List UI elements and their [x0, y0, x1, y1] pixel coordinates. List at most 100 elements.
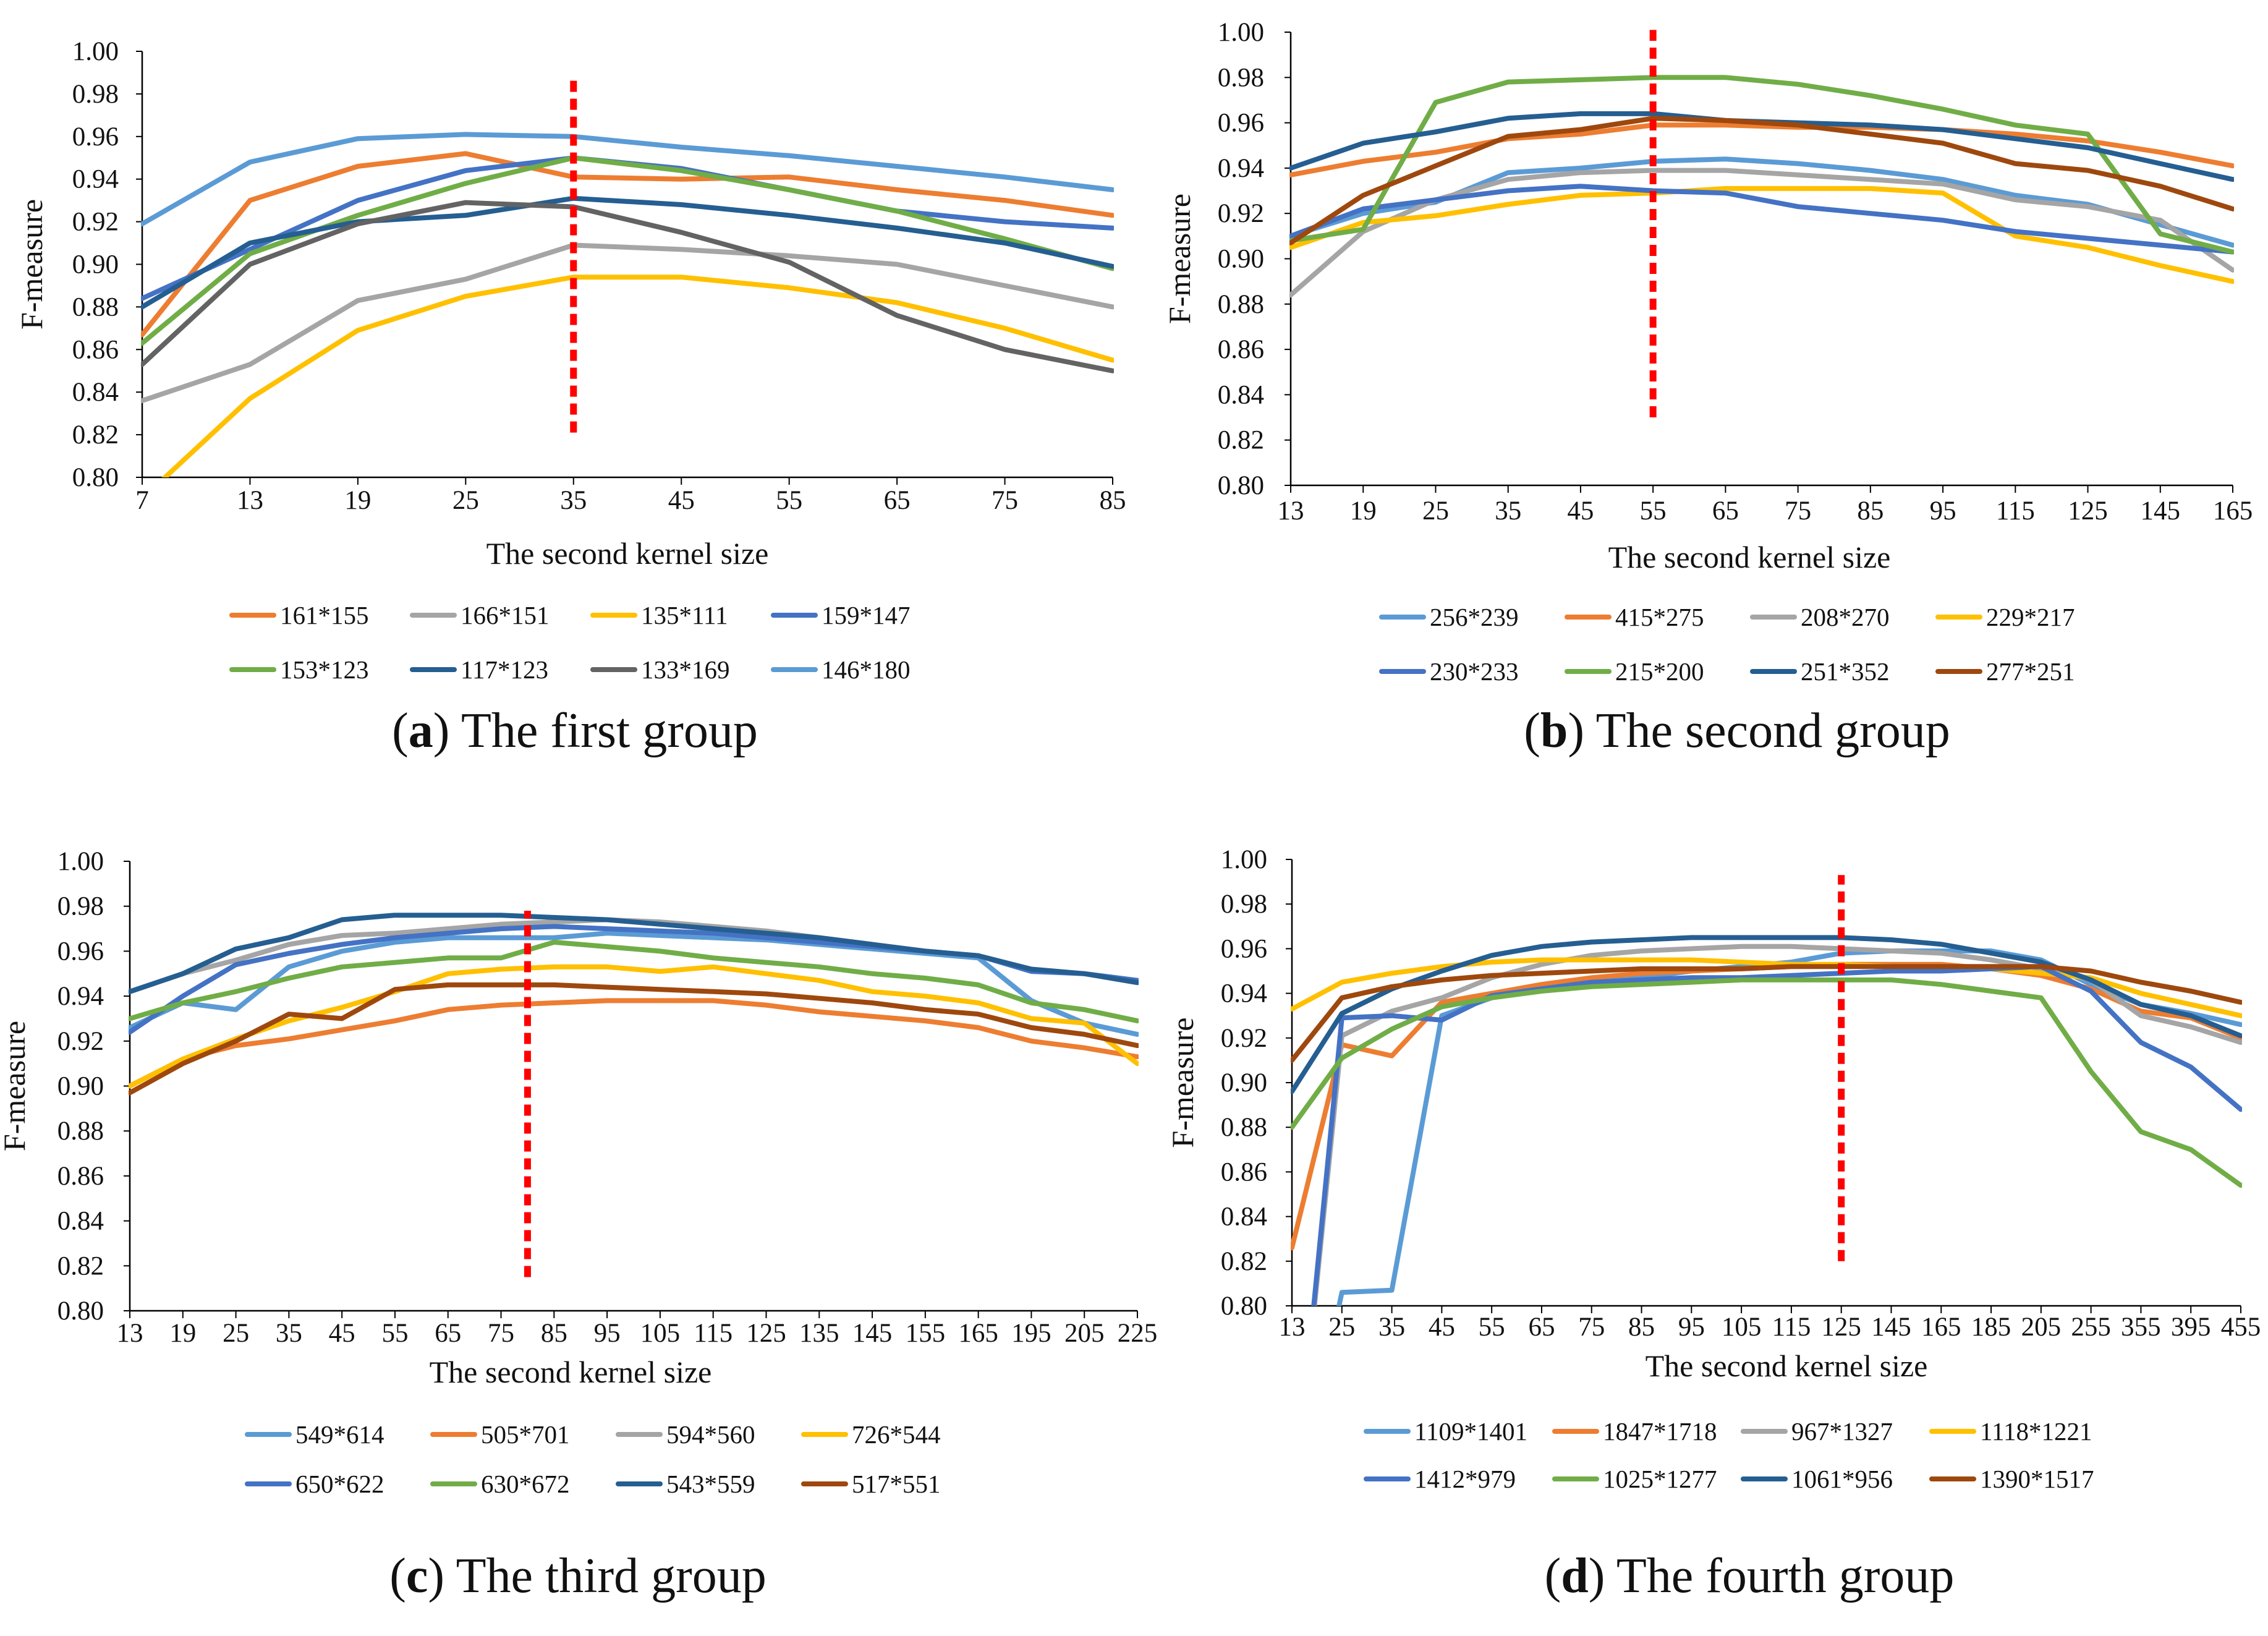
y-tick-label: 0.88: [72, 292, 119, 322]
x-axis-label: The second kernel size: [1608, 540, 1891, 574]
x-tick-label: 25: [1422, 496, 1449, 526]
series-group: [141, 132, 1114, 477]
x-tick-label: 65: [435, 1319, 461, 1348]
legend-entry-label: 517*551: [852, 1470, 941, 1498]
x-tick-label: 135: [799, 1319, 839, 1348]
y-axis-label: F-measure: [14, 199, 49, 330]
legend: 1109*1401 1847*1718 967*1327 1118*1221 1412*…: [1364, 1417, 2094, 1493]
legend-entry-label: 166*151: [461, 601, 550, 629]
x-tick-label: 45: [1429, 1313, 1455, 1342]
series-line-166x151: [141, 242, 1114, 403]
y-tick-label: 0.86: [57, 1162, 104, 1191]
x-tick-label: 455: [2221, 1313, 2261, 1342]
series-line-1847x1718: [1291, 961, 2242, 1251]
legend-entry-label: 256*239: [1430, 603, 1519, 631]
y-tick-label: 0.80: [1221, 1292, 1267, 1321]
y-tick-label: 0.98: [72, 80, 119, 109]
legend: 549*614 505*701 594*560 726*544 650*622 630*6…: [245, 1420, 941, 1498]
legend-entry-label: 277*251: [1986, 657, 2075, 686]
y-tick-label: 0.88: [1218, 290, 1264, 319]
legend-entry-label: 153*123: [280, 655, 369, 684]
x-tick-label: 145: [2141, 496, 2181, 526]
x-tick-label: 85: [1857, 496, 1884, 526]
legend-entry-label: 650*622: [295, 1470, 384, 1498]
x-tick-label: 65: [884, 486, 911, 515]
y-tick-label: 0.86: [1218, 335, 1264, 364]
legend-entry-label: 505*701: [481, 1420, 570, 1449]
x-tick-label: 13: [117, 1319, 143, 1348]
y-tick-label: 0.82: [72, 420, 119, 449]
chart-panel-c: 0.80 0.82 0.84 0.86 0.88 0.90 0.92 0.94 0.96 0.98…: [0, 847, 1157, 1603]
y-tick-label: 0.94: [1218, 154, 1264, 183]
y-tick-label: 0.80: [72, 463, 119, 492]
y-tick-label: 0.84: [57, 1207, 104, 1236]
x-tick-label: 165: [2213, 496, 2253, 526]
x-tick-label: 45: [1567, 496, 1594, 526]
x-tick-label: 85: [1628, 1313, 1655, 1342]
y-tick-label: 0.92: [57, 1027, 104, 1056]
legend-entry-label: 1412*979: [1414, 1465, 1516, 1493]
y-tick-label: 0.82: [1218, 426, 1264, 455]
x-tick-label: 55: [1479, 1313, 1505, 1342]
x-tick-label: 95: [1678, 1313, 1705, 1342]
y-tick-label: 0.82: [57, 1251, 104, 1280]
series-line-117x123: [141, 195, 1114, 310]
panel-caption: (a) The first group: [392, 704, 758, 758]
x-tick-label: 55: [776, 486, 802, 515]
x-tick-label: 195: [1011, 1319, 1051, 1348]
legend-entry-label: 133*169: [641, 655, 730, 684]
x-axis-label: The second kernel size: [430, 1355, 712, 1389]
x-tick-label: 13: [237, 486, 263, 515]
legend-entry-label: 230*233: [1430, 657, 1519, 686]
series-line-1412x979: [1311, 964, 2242, 1306]
series-line-1061x956: [1291, 935, 2242, 1094]
series-line-215x200: [1289, 75, 2234, 255]
y-tick-label: 0.80: [57, 1297, 104, 1326]
y-tick-label: 0.92: [1218, 199, 1264, 228]
y-axis-label: F-measure: [0, 1021, 32, 1151]
x-tick-label: 115: [1772, 1313, 1811, 1342]
y-tick-label: 0.84: [1218, 380, 1264, 409]
y-tick-label: 0.90: [1221, 1068, 1267, 1097]
series-line-1025x1277: [1291, 977, 2242, 1188]
x-tick-label: 105: [1722, 1313, 1762, 1342]
x-tick-label: 25: [223, 1319, 249, 1348]
y-tick-label: 0.84: [72, 378, 119, 407]
series-line-133x169: [141, 200, 1114, 373]
x-tick-label: 75: [1785, 496, 1811, 526]
series-line-161x155: [141, 151, 1114, 338]
y-tick-label: 0.96: [1221, 934, 1267, 963]
series-line-277x251: [1289, 116, 2234, 245]
x-tick-label: 165: [958, 1319, 998, 1348]
x-tick-label: 25: [1328, 1313, 1355, 1342]
x-tick-label: 85: [541, 1319, 567, 1348]
y-axis-label: F-measure: [1165, 1017, 1200, 1148]
legend-entry-label: 229*217: [1986, 603, 2075, 631]
series-line-415x275: [1289, 122, 2234, 177]
y-tick-label: 0.92: [1221, 1024, 1267, 1053]
legend-entry-label: 1847*1718: [1603, 1417, 1717, 1446]
legend-entry-label: 1109*1401: [1414, 1417, 1527, 1446]
x-tick-label: 95: [1930, 496, 1956, 526]
x-tick-label: 75: [1578, 1313, 1605, 1342]
x-tick-label: 205: [2021, 1313, 2062, 1342]
x-tick-label: 165: [1921, 1313, 1961, 1342]
y-tick-label: 0.98: [57, 892, 104, 921]
x-tick-label: 125: [2068, 496, 2108, 526]
series-line-230x233: [1289, 184, 2234, 255]
series-line-517x551: [129, 982, 1139, 1096]
x-tick-label: 145: [1871, 1313, 1911, 1342]
y-tick-label: 1.00: [72, 37, 119, 66]
x-tick-label: 355: [2121, 1313, 2161, 1342]
legend-entry-label: 159*147: [822, 601, 911, 629]
y-tick-label: 0.90: [57, 1072, 104, 1101]
x-tick-label: 155: [906, 1319, 946, 1348]
y-axis-label: F-measure: [1162, 194, 1197, 324]
y-tick-label: 1.00: [57, 847, 104, 876]
legend-entry-label: 208*270: [1801, 603, 1890, 631]
x-tick-label: 35: [276, 1319, 302, 1348]
chart-panel-a: 0.80 0.82 0.84 0.86 0.88 0.90 0.92 0.94 0.96 0.98…: [14, 37, 1126, 758]
legend-entry-label: 1025*1277: [1603, 1465, 1717, 1493]
x-tick-label: 65: [1712, 496, 1739, 526]
